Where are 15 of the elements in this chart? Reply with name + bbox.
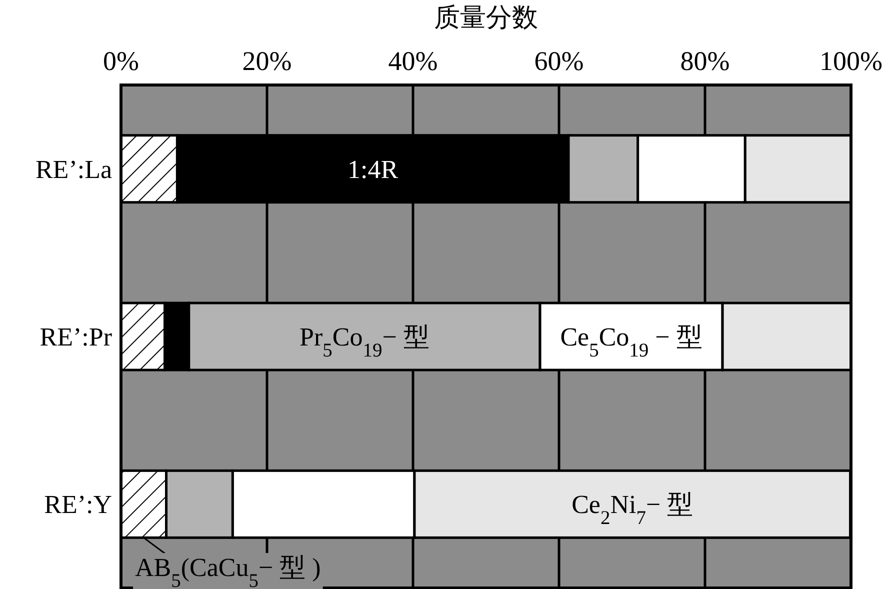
x-tick-label: 60% (534, 46, 584, 76)
series-label: Ce$_{5}$Co$_{19}$ − 型 (560, 322, 702, 361)
series-label: Pr$_{5}$Co$_{19}$− 型 (300, 322, 430, 361)
x-axis-title: 质量分数 (434, 3, 538, 32)
x-tick-label: 40% (388, 46, 438, 76)
x-tick-label: 100% (820, 46, 882, 76)
series-label: 1:4R (348, 154, 399, 184)
y-tick-label: RE’:Y (44, 490, 112, 520)
series-label: Ce$_{2}$Ni$_{7}$− 型 (572, 490, 694, 529)
legend-label: AB$_{5}$(CaCu$_{5}$− 型 ) (135, 553, 321, 589)
x-tick-label: 20% (242, 46, 292, 76)
y-tick-label: RE’:La (35, 154, 112, 184)
x-tick-label: 0% (103, 46, 139, 76)
x-tick-label: 80% (680, 46, 730, 76)
y-tick-label: RE’:Pr (40, 322, 112, 352)
